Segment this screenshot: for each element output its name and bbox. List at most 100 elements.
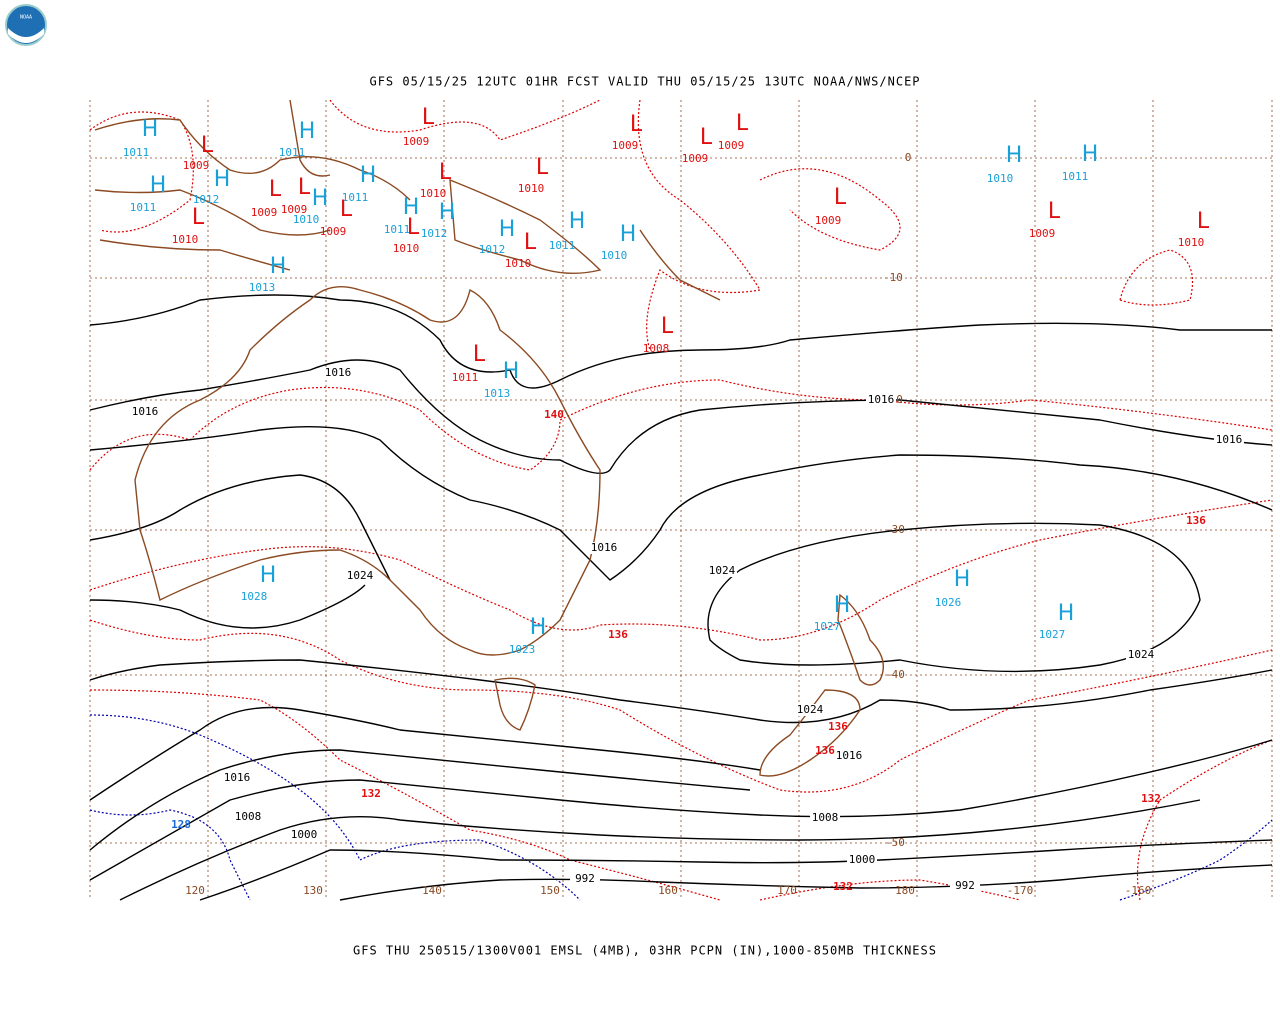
low-symbol: L — [834, 185, 847, 210]
low-pressure: 1009 — [281, 203, 308, 216]
isobar-label-bg — [130, 406, 160, 418]
isobar-label: 1008 — [235, 810, 262, 823]
high-pressure: 1011 — [549, 239, 576, 252]
isobar-label-bg — [834, 750, 864, 762]
high-pressure: 1027 — [1039, 628, 1066, 641]
coastlines — [94, 99, 884, 777]
logo-text: NOAA — [20, 15, 32, 21]
isobar-label-bg — [1126, 649, 1156, 661]
isobar-label-bg — [222, 772, 252, 784]
latitude-label: -40 — [885, 668, 905, 681]
low-pressure: 1009 — [183, 159, 210, 172]
longitude-label: 130 — [303, 884, 323, 897]
isobar-label-bg — [233, 811, 263, 823]
low-symbol: L — [1197, 209, 1210, 234]
thickness-label: 136 — [1186, 514, 1206, 527]
high-pressure: 1012 — [479, 243, 506, 256]
map-caption: GFS THU 250515/1300V001 EMSL (4MB), 03HR… — [353, 944, 937, 958]
high-pressure: 1012 — [421, 227, 448, 240]
high-symbol: H — [439, 200, 456, 225]
isobar-label-bg — [847, 854, 877, 866]
low-pressure: 1009 — [718, 139, 745, 152]
isobar-label: 1016 — [1216, 433, 1243, 446]
isobar-label: 992 — [575, 872, 595, 885]
high-pressure: 1012 — [193, 193, 220, 206]
thickness-label: 136 — [608, 628, 628, 641]
high-symbol: H — [270, 254, 287, 279]
isobar-label: 992 — [955, 879, 975, 892]
low-symbol: L — [736, 111, 749, 136]
longitude-label: 150 — [540, 884, 560, 897]
isobar-label: 1000 — [291, 828, 318, 841]
longitude-label: 120 — [185, 884, 205, 897]
isobar-label-bg — [950, 880, 980, 892]
longitude-label: 170 — [777, 884, 797, 897]
high-symbol: H — [142, 117, 159, 142]
thickness-label: 140 — [544, 408, 564, 421]
latitude-label: 0 — [905, 151, 912, 164]
noaa-logo: NOAA — [5, 4, 47, 46]
high-symbol: H — [214, 167, 231, 192]
high-pressure: 1023 — [509, 643, 536, 656]
high-pressure: 1013 — [484, 387, 511, 400]
isobar-label: 1024 — [347, 569, 374, 582]
high-symbol: H — [360, 163, 377, 188]
low-pressure: 1009 — [251, 206, 278, 219]
high-symbol: H — [312, 186, 329, 211]
isobar-label-bg — [289, 829, 319, 841]
high-symbol: H — [299, 119, 316, 144]
thickness-contours — [89, 99, 1273, 901]
latitude-label: -30 — [885, 523, 905, 536]
high-symbol: H — [834, 593, 851, 618]
high-symbol: H — [530, 615, 547, 640]
low-symbol: L — [524, 230, 537, 255]
isobar-label: 1016 — [868, 393, 895, 406]
latitude-label: -10 — [883, 271, 903, 284]
thickness-label: 132 — [361, 787, 381, 800]
low-symbol: L — [192, 205, 205, 230]
low-pressure: 1009 — [682, 152, 709, 165]
high-pressure: 1013 — [249, 281, 276, 294]
high-symbol: H — [620, 222, 637, 247]
low-pressure: 1011 — [452, 371, 479, 384]
low-pressure: 1010 — [505, 257, 532, 270]
high-pressure: 1011 — [384, 223, 411, 236]
low-pressure: 1008 — [643, 342, 670, 355]
isobar-label-bg — [345, 570, 375, 582]
isobar-label-bg — [707, 565, 737, 577]
high-pressure: 1011 — [342, 191, 369, 204]
high-pressure: 1011 — [279, 146, 306, 159]
longitude-label: 160 — [658, 884, 678, 897]
longitude-label: -170 — [1007, 884, 1034, 897]
high-symbol: H — [569, 209, 586, 234]
low-pressure: 1010 — [172, 233, 199, 246]
high-pressure: 1011 — [123, 146, 150, 159]
map-frame — [89, 99, 1273, 901]
high-pressure: 1011 — [130, 201, 157, 214]
isobar-label-bg — [810, 812, 840, 824]
isobars — [89, 294, 1273, 901]
high-pressure: 1026 — [935, 596, 962, 609]
thickness-label: 136 — [815, 744, 835, 757]
isobar-label: 1016 — [224, 771, 251, 784]
low-pressure: 1010 — [420, 187, 447, 200]
thickness-label: 132 — [833, 880, 853, 893]
high-symbol: H — [954, 567, 971, 592]
low-symbol: L — [439, 160, 452, 185]
low-symbol: L — [422, 105, 435, 130]
low-pressure: 1010 — [1178, 236, 1205, 249]
isobar-label: 1024 — [1128, 648, 1155, 661]
low-symbol: L — [536, 155, 549, 180]
high-pressure: 1011 — [1062, 170, 1089, 183]
low-symbol: L — [298, 175, 311, 200]
isobar-label: 1016 — [836, 749, 863, 762]
high-symbol: H — [1006, 143, 1023, 168]
low-symbol: L — [700, 125, 713, 150]
low-symbol: L — [1048, 199, 1061, 224]
low-symbol: L — [340, 197, 353, 222]
low-symbol: L — [630, 112, 643, 137]
high-pressure: 1010 — [293, 213, 320, 226]
map-title: GFS 05/15/25 12UTC 01HR FCST VALID THU 0… — [369, 75, 920, 89]
low-symbol: L — [407, 215, 420, 240]
